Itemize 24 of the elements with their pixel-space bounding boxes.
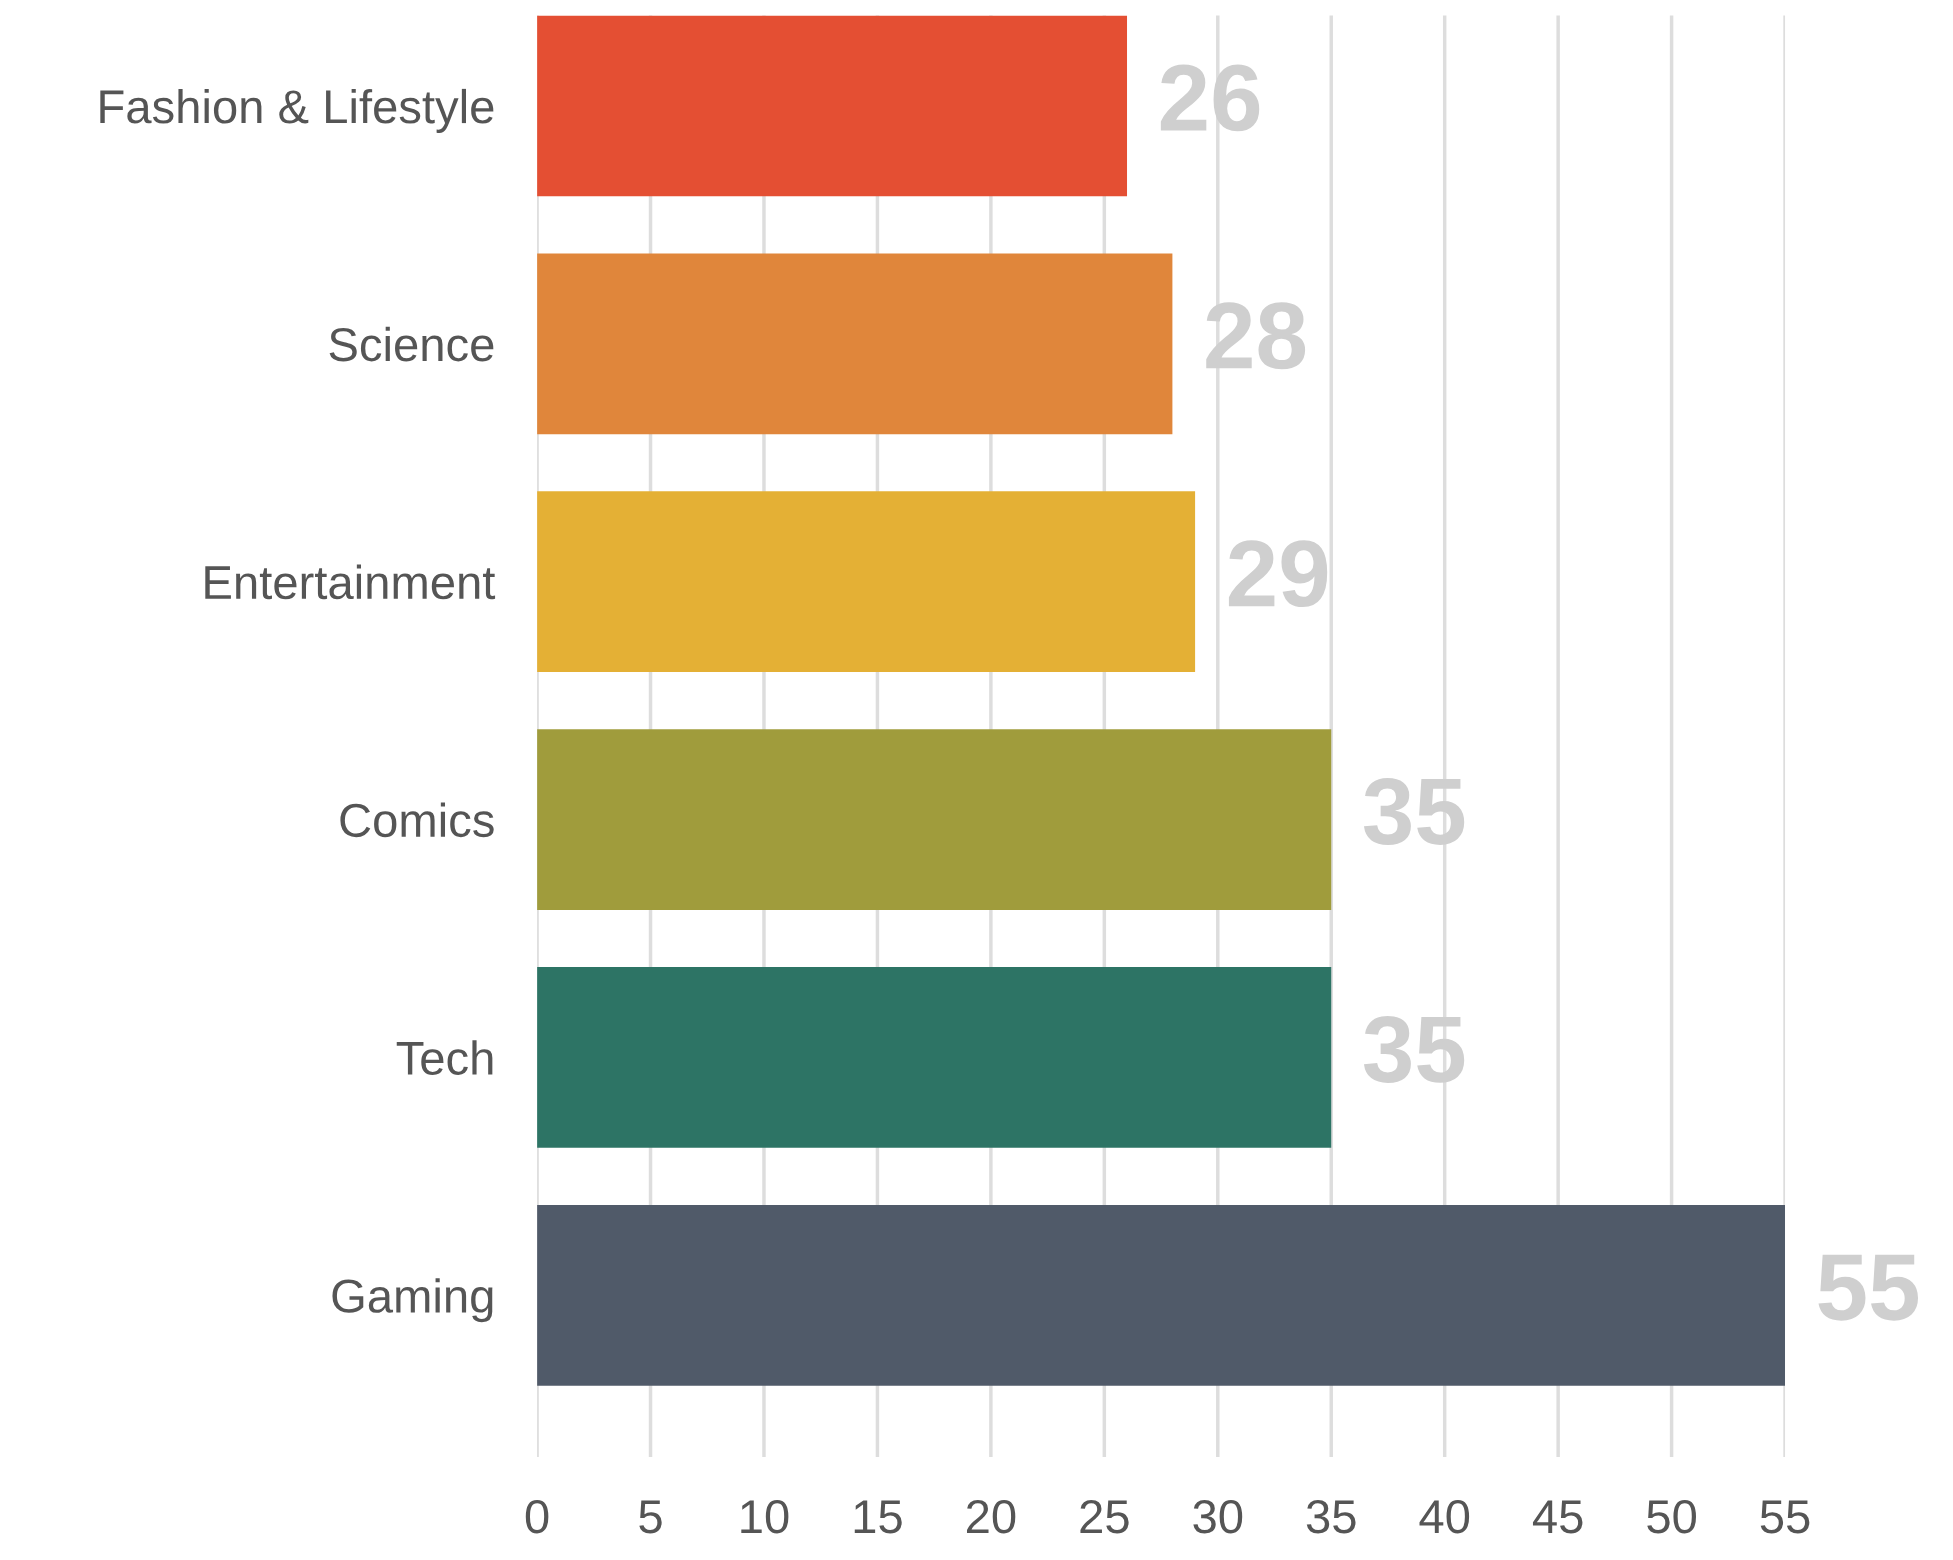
x-tick-label: 20 [967, 1499, 1016, 1534]
x-tick-label: 0 [525, 1499, 549, 1534]
x-tick-label: 45 [1532, 1500, 1583, 1534]
y-tick-label: Science [329, 326, 494, 362]
x-tick-label: 10 [741, 1499, 789, 1534]
y-tick-label: Comics [340, 802, 494, 838]
y-tick-label: Gaming [332, 1278, 493, 1323]
x-tick-label: 5 [639, 1500, 662, 1534]
bar [537, 1204, 1786, 1386]
x-tick-label: 40 [1419, 1499, 1470, 1534]
x-tick-label: 25 [1080, 1499, 1129, 1534]
x-tick-label: 30 [1193, 1499, 1243, 1534]
bar [537, 967, 1332, 1148]
x-tick-label: 55 [1760, 1500, 1810, 1534]
x-tick-label: 15 [854, 1500, 902, 1534]
bar [537, 491, 1196, 673]
y-tick-label: Fashion & Lifestyle [100, 88, 494, 133]
bar [537, 729, 1332, 910]
y-tick-label: Entertainment [205, 564, 496, 600]
bar [537, 253, 1173, 435]
bar [537, 15, 1128, 197]
x-tick-label: 50 [1647, 1499, 1697, 1534]
x-tick-label: 35 [1306, 1499, 1356, 1534]
y-tick-label: Tech [396, 1040, 493, 1076]
